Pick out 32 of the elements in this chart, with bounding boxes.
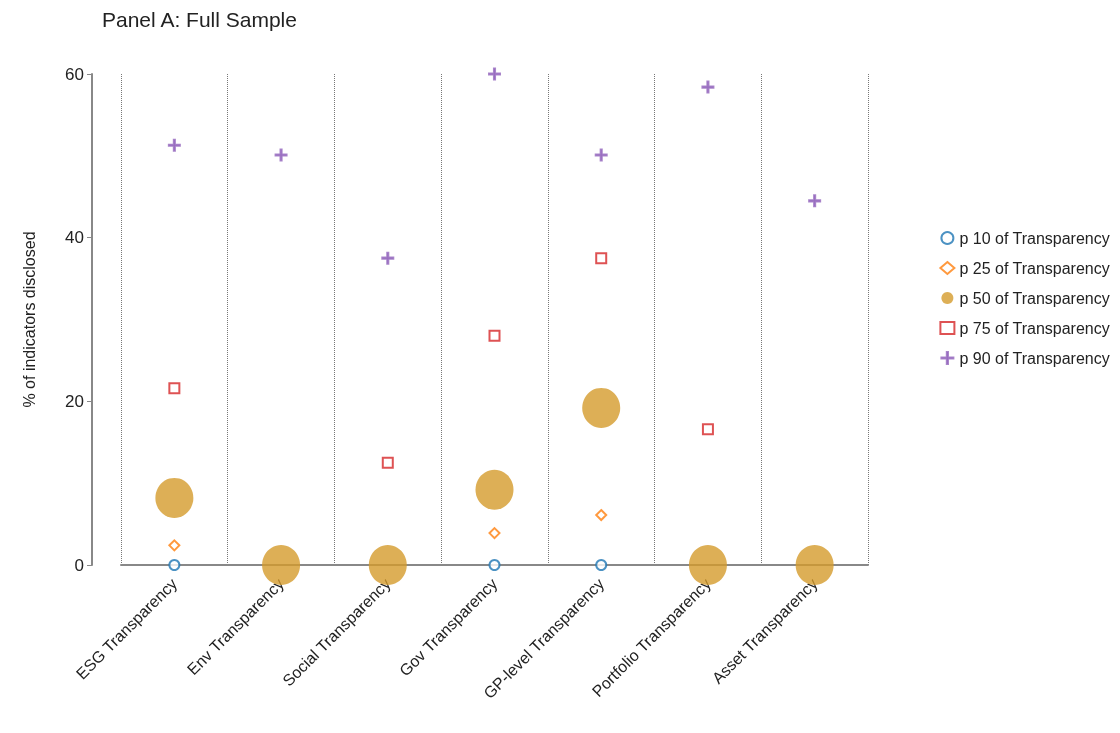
y-tick-label: 0 [74,555,84,575]
point [808,194,822,208]
point [168,539,181,552]
legend-label: p 10 of Transparency [959,229,1110,247]
point [594,148,608,162]
y-tick-label: 20 [65,391,84,411]
legend-label: p 25 of Transparency [959,259,1110,277]
point [155,477,194,518]
point [595,252,608,265]
point [488,559,501,571]
point [475,469,514,510]
point [488,527,501,540]
point [381,456,394,469]
point [701,423,714,436]
point [488,329,501,342]
y-tick-label: 40 [65,228,84,248]
point [595,509,608,522]
point [488,67,501,81]
y-axis-title: % of indicators disclosed [20,231,38,408]
point [274,148,288,162]
point [167,138,181,152]
point [701,80,715,94]
y-tick-label: 60 [65,64,84,84]
point [582,387,621,428]
point [595,559,608,571]
chart-title: Panel A: Full Sample [102,8,297,31]
point [168,559,181,571]
legend-label: p 90 of Transparency [959,349,1110,367]
point [168,382,181,395]
point [381,251,395,265]
legend-label: p 50 of Transparency [959,289,1110,307]
legend-label: p 75 of Transparency [959,319,1110,337]
